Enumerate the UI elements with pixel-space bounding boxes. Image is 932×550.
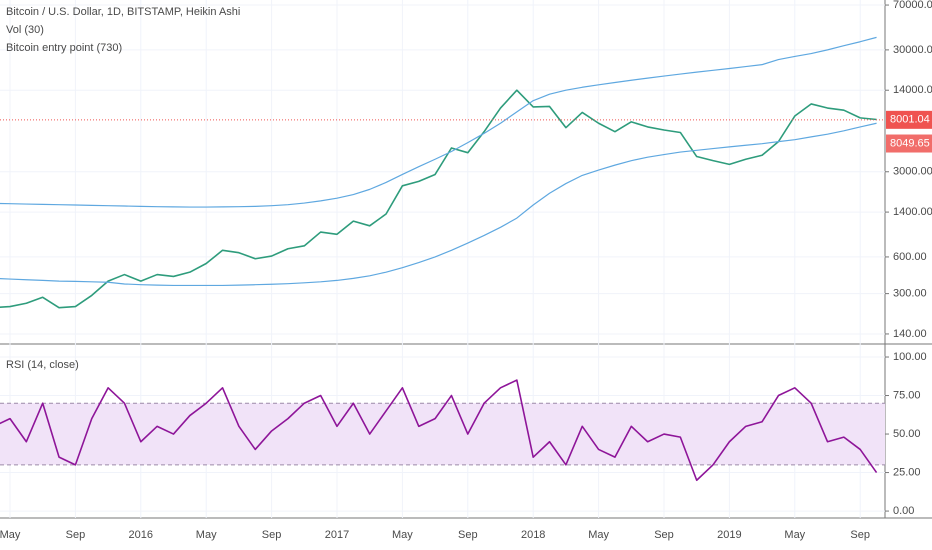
y-tick-label: 50.00: [893, 428, 921, 440]
x-tick-label: May: [784, 529, 805, 541]
y-tick-label: 14000.00: [893, 84, 932, 96]
x-tick-label: Sep: [850, 529, 870, 541]
y-tick-label: 30000.00: [893, 44, 932, 56]
y-tick-label: 300.00: [893, 288, 927, 300]
indicator-label: Bitcoin entry point (730): [6, 42, 122, 54]
y-tick-label: 140.00: [893, 328, 927, 340]
y-tick-label: 25.00: [893, 466, 921, 478]
price-label-box: [886, 134, 932, 153]
series-line: [0, 36, 877, 208]
x-tick-label: 2019: [717, 529, 741, 541]
x-tick-label: 2016: [129, 529, 153, 541]
rsi-band-fill: [0, 403, 885, 465]
y-tick-label: 3000.00: [893, 166, 932, 178]
price-label: 8049.65: [890, 137, 930, 149]
y-tick-label: 100.00: [893, 351, 927, 363]
x-tick-label: 2018: [521, 529, 545, 541]
series-line: [0, 122, 877, 287]
x-tick-label: Sep: [66, 529, 86, 541]
pane: [0, 356, 885, 512]
y-tick-label: 0.00: [893, 505, 914, 517]
x-tick-label: May: [0, 529, 21, 541]
y-tick-label: 70000.00: [893, 0, 932, 11]
price-label: 8001.04: [890, 114, 930, 126]
series-line: [0, 89, 877, 309]
x-tick-label: Sep: [458, 529, 478, 541]
pane: [0, 4, 885, 335]
indicator-label: Vol (30): [6, 24, 44, 36]
y-tick-label: 600.00: [893, 251, 927, 263]
x-tick-label: Sep: [654, 529, 674, 541]
chart-title: Bitcoin / U.S. Dollar, 1D, BITSTAMP, Hei…: [6, 6, 240, 18]
price-label-box: [886, 110, 932, 129]
series-line: [0, 379, 878, 482]
rsi-title: RSI (14, close): [6, 359, 79, 371]
x-tick-label: 2017: [325, 529, 349, 541]
x-tick-label: Sep: [262, 529, 282, 541]
x-tick-label: May: [392, 529, 413, 541]
y-tick-label: 1400.00: [893, 206, 932, 218]
x-tick-label: May: [588, 529, 609, 541]
y-tick-label: 75.00: [893, 389, 921, 401]
x-tick-label: May: [196, 529, 217, 541]
